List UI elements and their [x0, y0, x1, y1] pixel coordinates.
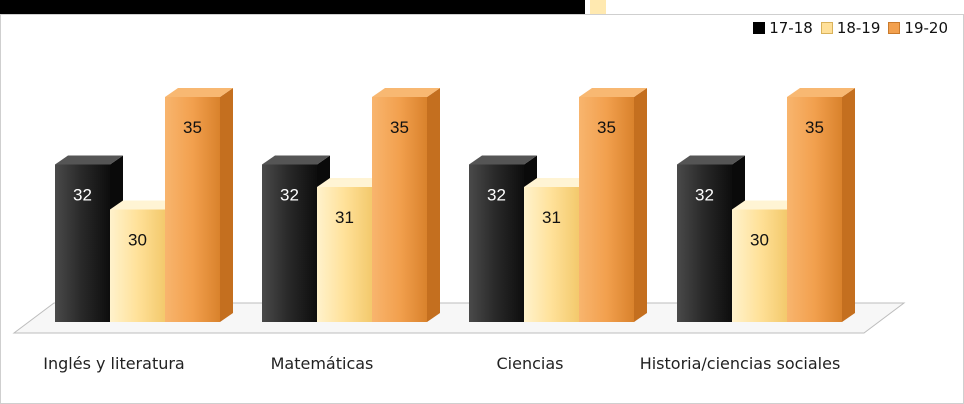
bar-19-20-1: [372, 88, 440, 322]
bar-side-face: [634, 88, 647, 322]
data-label-18-19-0: 30: [128, 231, 147, 250]
bar-top-face: [787, 88, 855, 97]
bar-19-20-0: [165, 88, 233, 322]
bar-front-face: [524, 187, 579, 322]
x-tick-label-matematicas: Matemáticas: [270, 354, 374, 373]
legend-label-17-18: 17-18: [769, 19, 813, 37]
data-label-18-19-2: 31: [542, 208, 561, 227]
bar-side-face: [842, 88, 855, 322]
bars-group: [55, 88, 855, 322]
data-label-18-19-1: 31: [335, 208, 354, 227]
bar-front-face: [110, 209, 165, 322]
bar-side-face: [427, 88, 440, 322]
data-label-19-20-0: 35: [183, 118, 202, 137]
bar-side-face: [220, 88, 233, 322]
data-label-17-18-0: 32: [73, 186, 92, 205]
bar-top-face: [579, 88, 647, 97]
bar-top-face: [469, 155, 537, 165]
bar-17-18-2: [469, 155, 537, 322]
data-label-17-18-2: 32: [487, 186, 506, 205]
legend-swatch-17-18: [753, 22, 766, 34]
bar-top-face: [524, 178, 592, 187]
x-tick-label-ingles: Inglés y literatura: [43, 354, 185, 373]
bar-front-face: [55, 164, 110, 322]
bar-top-face: [165, 88, 233, 97]
top-dark-strip: [0, 0, 585, 14]
legend-item-17-18: 17-18: [753, 19, 813, 37]
chart-legend: 17-18 18-19 19-20: [745, 19, 948, 37]
bar-front-face: [469, 164, 524, 322]
x-tick-label-historia: Historia/ciencias sociales: [639, 354, 841, 373]
data-label-17-18-3: 32: [695, 186, 714, 205]
bar-top-face: [55, 155, 123, 165]
top-accent-strip: [590, 0, 606, 14]
bar-top-face: [732, 200, 800, 210]
bar-top-face: [110, 200, 178, 210]
bar-19-20-2: [579, 88, 647, 322]
bar-top-face: [372, 88, 440, 97]
bar-front-face: [579, 97, 634, 322]
bar-front-face: [732, 209, 787, 322]
bar-top-face: [317, 178, 385, 187]
x-tick-label-ciencias: Ciencias: [496, 354, 564, 373]
legend-item-18-19: 18-19: [820, 19, 881, 37]
bar-front-face: [317, 187, 372, 322]
data-label-18-19-3: 30: [750, 231, 769, 250]
bar-front-face: [165, 97, 220, 322]
legend-swatch-18-19: [820, 22, 833, 34]
data-label-19-20-3: 35: [805, 118, 824, 137]
value-labels-group: 32 30 35 32 31 35 32 31 35 32 30 35: [73, 118, 824, 250]
data-label-19-20-2: 35: [597, 118, 616, 137]
bar-front-face: [787, 97, 842, 322]
legend-swatch-19-20: [888, 22, 901, 34]
legend-label-19-20: 19-20: [904, 19, 948, 37]
bar-front-face: [677, 164, 732, 322]
legend-item-19-20: 19-20: [888, 19, 948, 37]
data-label-17-18-1: 32: [280, 186, 299, 205]
bar-front-face: [372, 97, 427, 322]
legend-label-18-19: 18-19: [836, 19, 881, 37]
bar-front-face: [262, 164, 317, 322]
bar-top-face: [677, 155, 745, 165]
data-label-19-20-1: 35: [390, 118, 409, 137]
bar-top-face: [262, 155, 330, 165]
bar-19-20-3: [787, 88, 855, 322]
